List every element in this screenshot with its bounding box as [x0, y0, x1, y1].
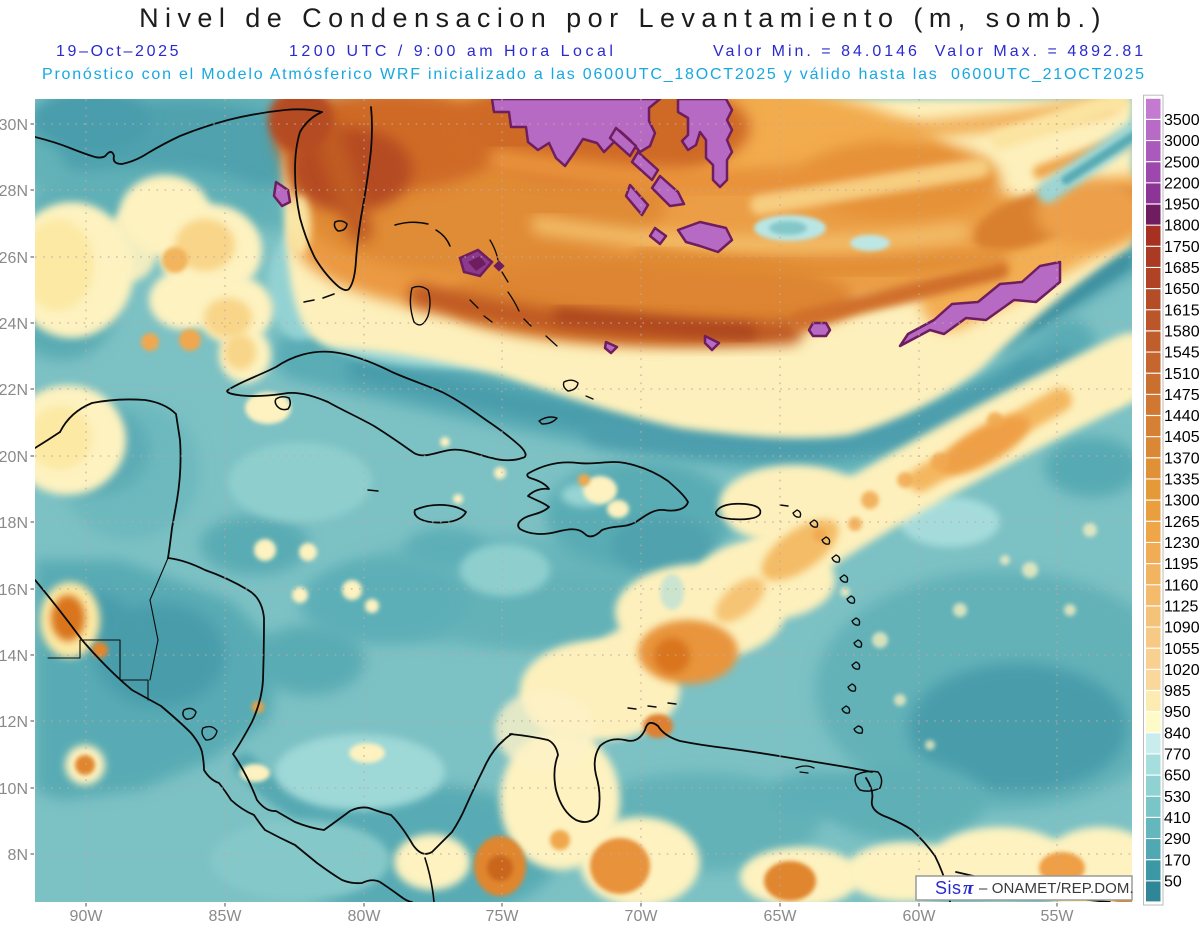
svg-text:Sis: Sis — [935, 878, 962, 898]
svg-text:50: 50 — [1164, 873, 1182, 890]
svg-text:28N: 28N — [0, 183, 28, 200]
svg-text:85W: 85W — [209, 908, 243, 925]
svg-text:14N: 14N — [0, 648, 28, 665]
svg-text:22N: 22N — [0, 382, 28, 399]
svg-text:1090: 1090 — [1164, 620, 1200, 637]
svg-text:1195: 1195 — [1164, 556, 1199, 573]
svg-text:1300: 1300 — [1164, 493, 1200, 510]
svg-text:1370: 1370 — [1164, 450, 1200, 467]
svg-text:1950: 1950 — [1164, 197, 1200, 214]
svg-text:1545: 1545 — [1164, 345, 1200, 362]
svg-text:3500: 3500 — [1164, 112, 1200, 129]
svg-text:1125: 1125 — [1164, 599, 1199, 616]
svg-text:18N: 18N — [0, 515, 28, 532]
svg-text:530: 530 — [1164, 789, 1191, 806]
svg-text:840: 840 — [1164, 725, 1191, 742]
svg-text:30N: 30N — [0, 117, 28, 134]
svg-text:8N: 8N — [8, 847, 28, 864]
svg-text:650: 650 — [1164, 768, 1191, 785]
svg-text:1800: 1800 — [1164, 218, 1200, 235]
svg-text:1440: 1440 — [1164, 408, 1200, 425]
svg-text:985: 985 — [1164, 683, 1191, 700]
svg-text:60W: 60W — [903, 908, 937, 925]
svg-text:410: 410 — [1164, 810, 1191, 827]
svg-text:– ONAMET/REP.DOM.: – ONAMET/REP.DOM. — [979, 880, 1134, 897]
svg-text:1615: 1615 — [1164, 302, 1200, 319]
svg-text:10N: 10N — [0, 781, 28, 798]
svg-text:1685: 1685 — [1164, 260, 1200, 277]
svg-text:1265: 1265 — [1164, 514, 1200, 531]
svg-text:1160: 1160 — [1164, 577, 1199, 594]
svg-text:1580: 1580 — [1164, 324, 1200, 341]
svg-text:75W: 75W — [486, 908, 520, 925]
svg-text:26N: 26N — [0, 250, 28, 267]
svg-text:70W: 70W — [625, 908, 659, 925]
svg-text:770: 770 — [1164, 747, 1191, 764]
svg-text:1335: 1335 — [1164, 472, 1200, 489]
svg-text:1405: 1405 — [1164, 429, 1200, 446]
svg-text:2500: 2500 — [1164, 154, 1200, 171]
svg-text:80W: 80W — [348, 908, 382, 925]
svg-text:1230: 1230 — [1164, 535, 1200, 552]
svg-text:1750: 1750 — [1164, 239, 1200, 256]
svg-text:12N: 12N — [0, 714, 28, 731]
svg-text:20N: 20N — [0, 449, 28, 466]
svg-text:1475: 1475 — [1164, 387, 1200, 404]
svg-text:90W: 90W — [70, 908, 104, 925]
svg-text:π: π — [963, 878, 974, 899]
svg-text:1510: 1510 — [1164, 366, 1200, 383]
svg-text:1020: 1020 — [1164, 662, 1200, 679]
svg-text:2200: 2200 — [1164, 175, 1200, 192]
svg-text:65W: 65W — [764, 908, 798, 925]
svg-text:170: 170 — [1164, 852, 1191, 869]
svg-text:950: 950 — [1164, 704, 1191, 721]
svg-text:1055: 1055 — [1164, 641, 1200, 658]
svg-text:1650: 1650 — [1164, 281, 1200, 298]
svg-text:16N: 16N — [0, 582, 28, 599]
svg-text:55W: 55W — [1041, 908, 1075, 925]
svg-text:24N: 24N — [0, 316, 28, 333]
svg-text:290: 290 — [1164, 831, 1191, 848]
svg-text:3000: 3000 — [1164, 133, 1200, 150]
